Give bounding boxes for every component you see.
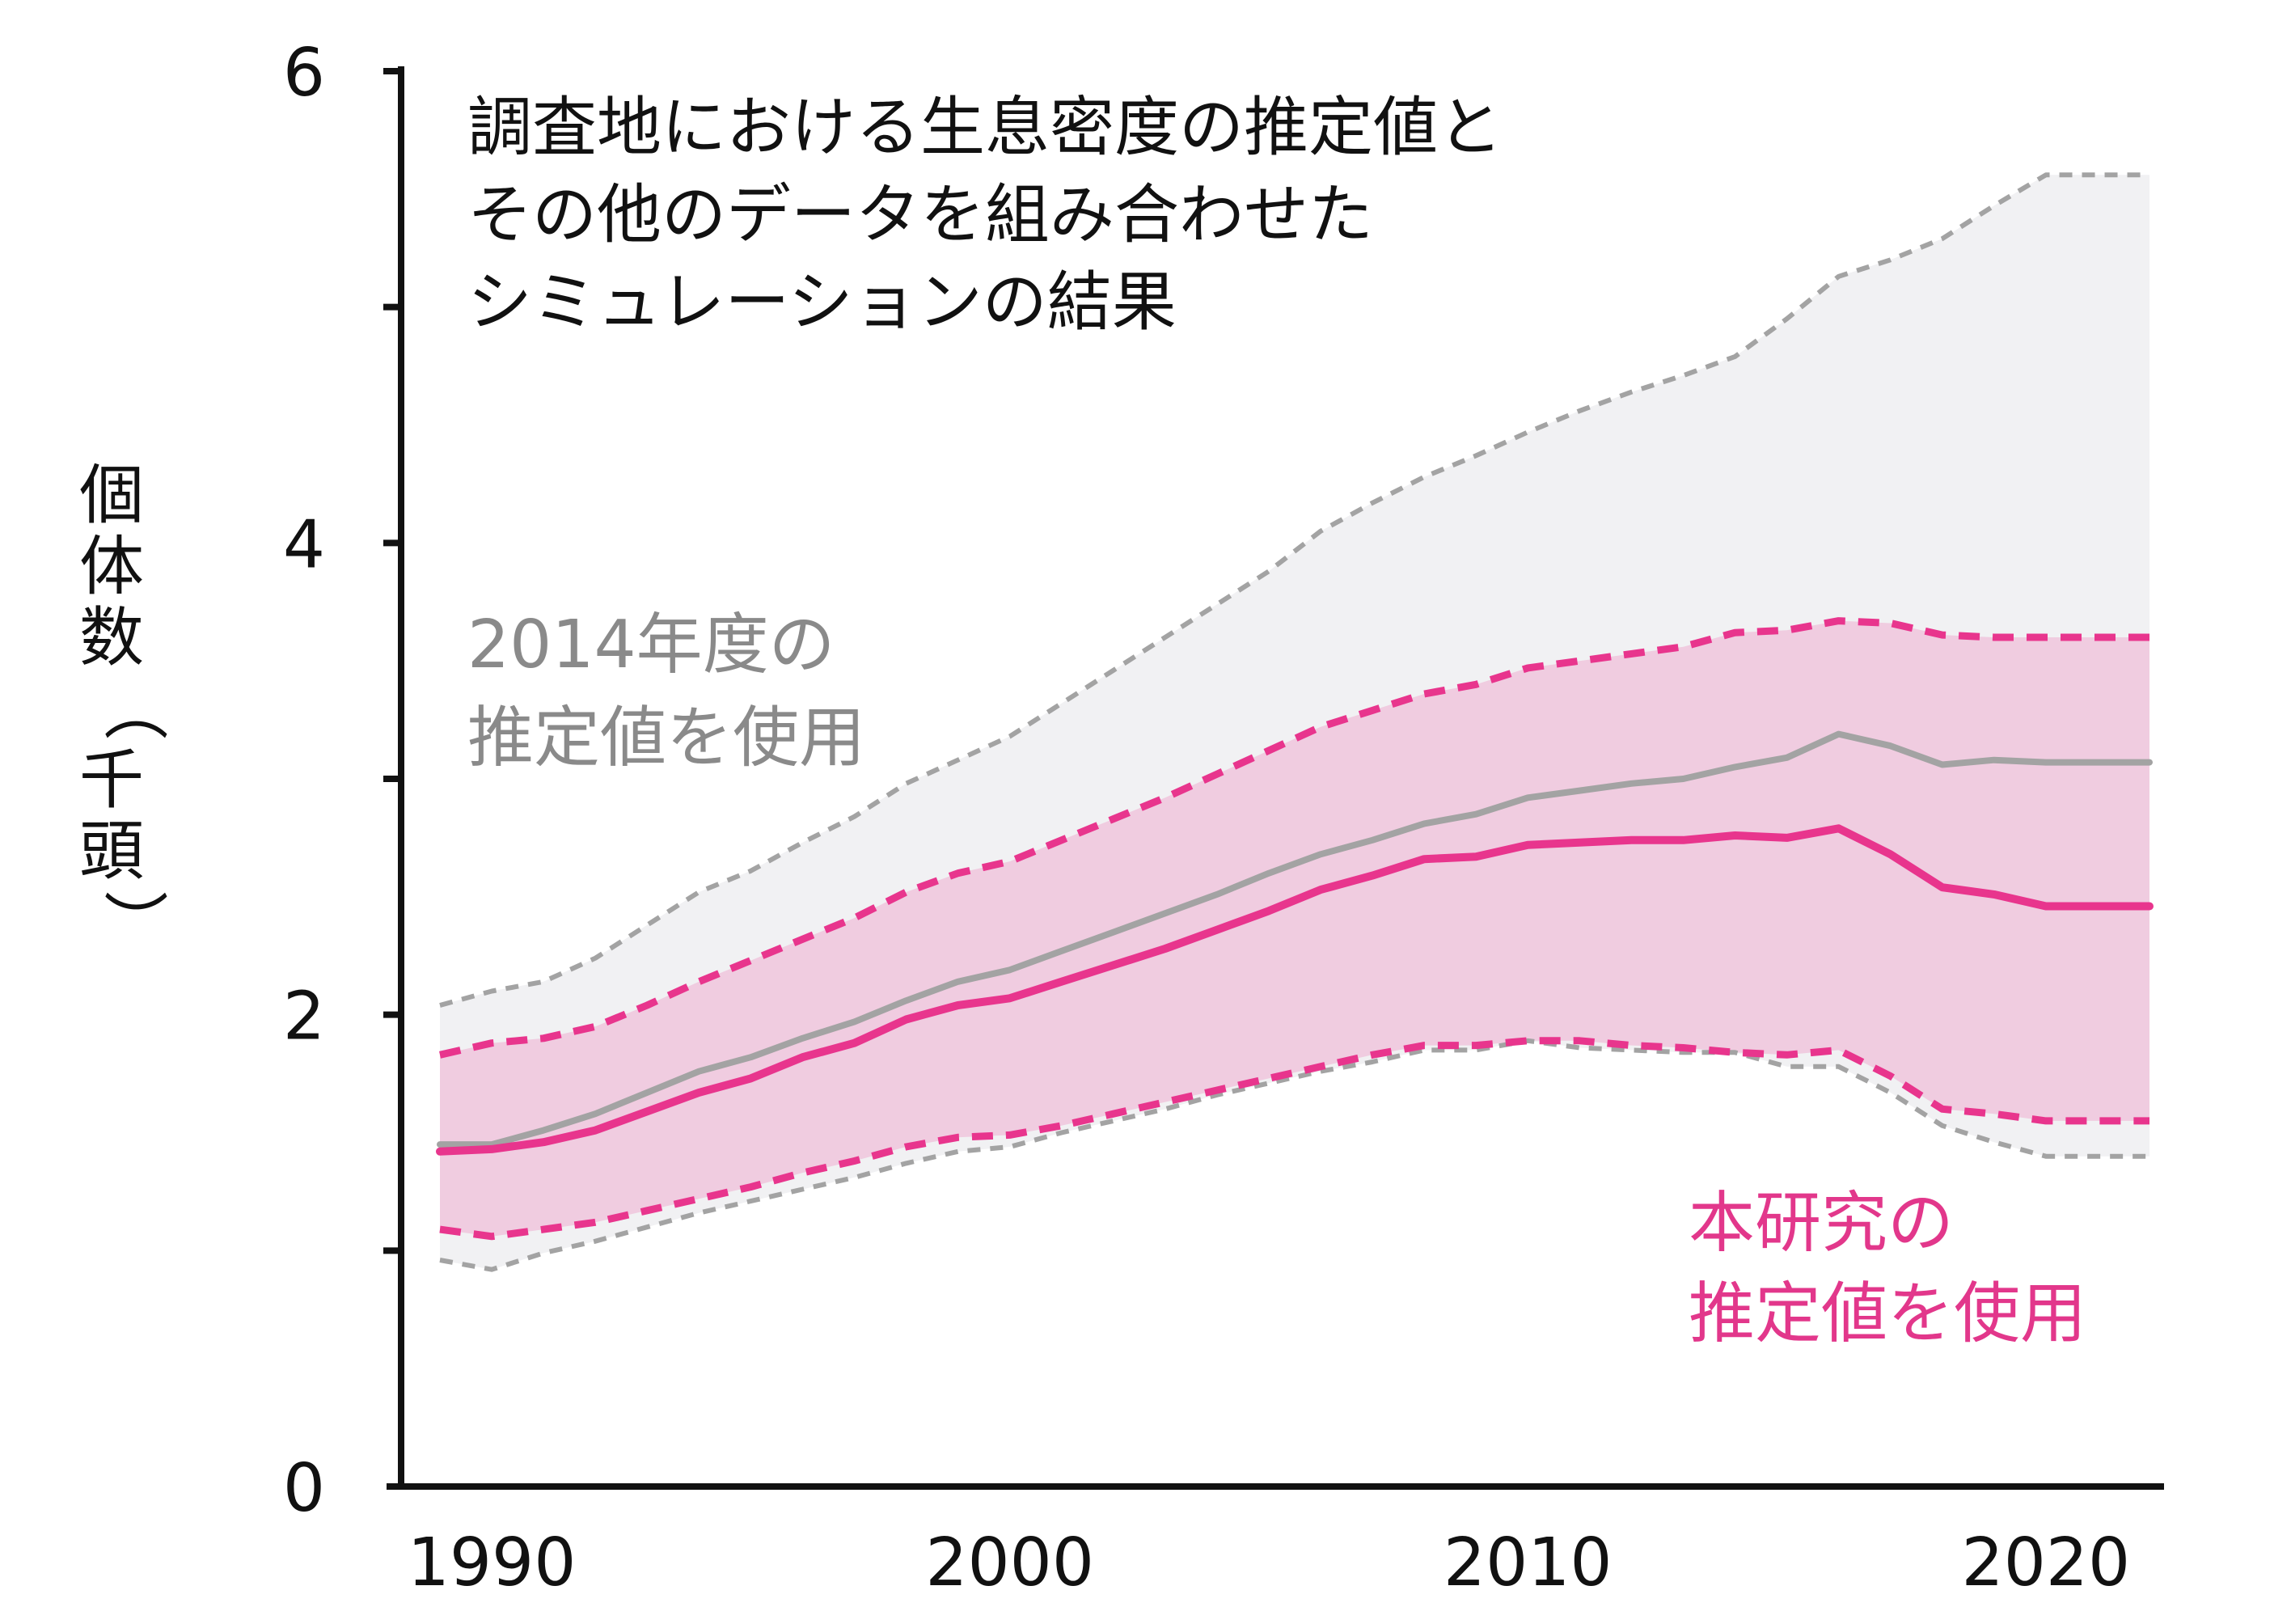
x-tick-label: 1990 <box>408 1525 577 1601</box>
y-ticks: 0 2 4 6 <box>283 35 401 1527</box>
confidence-bands <box>440 175 2149 1270</box>
annotation-this-study: 本研究の 推定値を使用 <box>1689 1185 2086 1352</box>
x-ticks: 1990 2000 2010 2020 <box>408 1525 2131 1601</box>
y-axis-label-char: 千 <box>79 742 144 818</box>
title-line-3: シミュレーションの結果 <box>467 264 1177 340</box>
series-2014-line <box>437 730 2153 1148</box>
y-axis-label-char: 数 <box>79 600 144 675</box>
series-2014-lower-bound <box>439 1038 2149 1272</box>
series-this-study-band <box>440 620 2149 1237</box>
y-tick-label: 6 <box>283 35 325 112</box>
series-this-study-lower-bound <box>439 1037 2149 1241</box>
title-line-1: 調査地における生息密度の推定値と <box>467 90 1503 165</box>
confidence-bound-lines <box>439 172 2149 1272</box>
chart-title: 調査地における生息密度の推定値と その他のデータを組み合わせた シミュレーション… <box>467 90 1503 340</box>
y-axis-label-char: （ <box>96 676 171 741</box>
y-axis-label-char: 個 <box>79 458 144 533</box>
series-2014-upper-bound <box>439 172 2149 1008</box>
series-this-study-line <box>436 824 2154 1156</box>
annotation-2014: 2014年度の 推定値を使用 <box>467 607 865 776</box>
series-this-study-upper-bound <box>439 617 2149 1059</box>
y-tick-label: 2 <box>283 979 325 1055</box>
y-axis-label-char: 頭 <box>79 814 144 889</box>
x-tick-label: 2020 <box>1962 1525 2131 1601</box>
y-axis-label-char: 体 <box>79 529 144 604</box>
y-tick-label: 0 <box>283 1450 325 1527</box>
annotation-this-study-line-2: 推定値を使用 <box>1689 1275 2086 1352</box>
series-lines <box>436 730 2154 1156</box>
x-tick-label: 2000 <box>925 1525 1094 1601</box>
y-axis-label: 個体数（千頭） <box>79 458 171 954</box>
x-tick-label: 2010 <box>1443 1525 1613 1601</box>
y-axis-label-char: ） <box>96 890 171 954</box>
annotation-2014-line-1: 2014年度の <box>467 607 835 683</box>
y-tick-label: 4 <box>283 506 325 583</box>
annotation-this-study-line-1: 本研究の <box>1689 1185 1954 1262</box>
annotation-2014-line-2: 推定値を使用 <box>467 700 865 776</box>
title-line-2: その他のデータを組み合わせた <box>467 177 1373 252</box>
